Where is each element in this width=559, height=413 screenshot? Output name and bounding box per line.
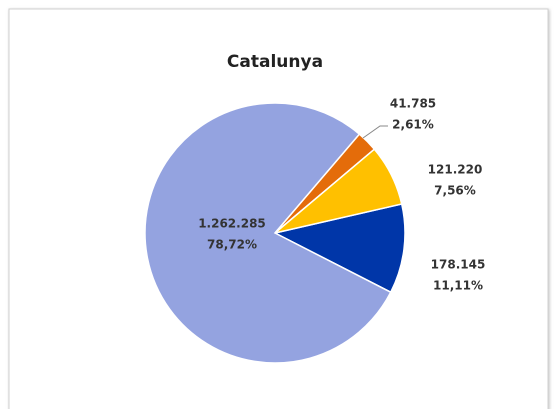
data-label: 178.145 <box>431 258 486 272</box>
data-label: 1.262.285 <box>198 217 266 231</box>
pie-slice <box>144 102 392 364</box>
pie <box>144 102 406 364</box>
percent-label: 78,72% <box>207 238 257 252</box>
percent-label: 11,11% <box>433 279 483 293</box>
leader-line <box>362 125 388 139</box>
pie-slice <box>274 148 403 234</box>
percent-label: 2,61% <box>392 118 434 132</box>
data-label: 121.220 <box>428 163 483 177</box>
data-labels: 178.145 11,11% 1.262.285 78,72% 41.785 2,61% 1… <box>198 97 485 293</box>
chart-title: Catalunya <box>227 52 323 72</box>
data-label: 41.785 <box>390 97 436 111</box>
percent-label: 7,56% <box>434 184 476 198</box>
